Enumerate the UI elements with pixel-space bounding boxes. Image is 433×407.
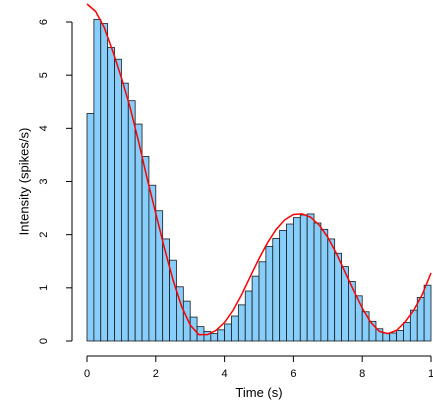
histogram-bar bbox=[416, 296, 425, 342]
y-tick-label: 5 bbox=[38, 72, 50, 78]
y-axis-ticks: 0 1 2 3 4 5 6 bbox=[38, 19, 72, 344]
histogram-bar bbox=[423, 284, 432, 342]
y-tick-label: 4 bbox=[38, 125, 50, 131]
histogram-bar bbox=[258, 261, 267, 342]
histogram-bar bbox=[272, 237, 281, 342]
histogram-bar bbox=[320, 228, 329, 342]
x-tick-label: 8 bbox=[359, 368, 365, 380]
histogram-bar bbox=[389, 332, 398, 342]
histogram-bar bbox=[361, 311, 370, 342]
x-tick-label: 1 bbox=[428, 368, 433, 380]
histogram-bar bbox=[231, 315, 239, 342]
histogram-bar bbox=[237, 304, 246, 342]
histogram-bar bbox=[382, 332, 391, 342]
histogram-bar bbox=[107, 47, 115, 342]
histogram-bar bbox=[121, 82, 129, 342]
y-tick-label: 0 bbox=[38, 338, 50, 344]
y-tick-label: 1 bbox=[38, 285, 50, 291]
histogram-bar bbox=[210, 333, 219, 342]
y-axis-title: Intensity (spikes/s) bbox=[17, 128, 32, 236]
x-tick-label: 2 bbox=[153, 368, 159, 380]
histogram-bar bbox=[93, 18, 102, 342]
x-axis-title: Time (s) bbox=[235, 385, 282, 400]
histogram-bar bbox=[327, 238, 336, 342]
fitted-intensity-curve bbox=[86, 3, 432, 336]
histogram-bar bbox=[334, 252, 342, 342]
histogram-bar bbox=[313, 222, 322, 342]
histogram-bar bbox=[409, 309, 418, 342]
x-tick-label: 6 bbox=[290, 368, 296, 380]
histogram-bar bbox=[299, 214, 308, 342]
y-tick-label: 6 bbox=[38, 19, 50, 25]
histogram-bar bbox=[217, 329, 226, 342]
histogram-bar bbox=[396, 329, 404, 342]
histogram-bar bbox=[114, 58, 122, 342]
y-tick-label: 2 bbox=[38, 232, 50, 238]
histogram-bar bbox=[86, 113, 95, 342]
bars-group bbox=[86, 18, 432, 342]
histogram-bar bbox=[403, 321, 411, 342]
histogram-bar bbox=[306, 213, 315, 342]
histogram-bar bbox=[292, 217, 301, 342]
histogram-bar bbox=[251, 275, 260, 342]
histogram-bar bbox=[100, 23, 109, 342]
histogram-bar bbox=[134, 123, 143, 342]
x-tick-label: 4 bbox=[222, 368, 228, 380]
histogram-bar bbox=[244, 290, 253, 342]
histogram-bar bbox=[224, 323, 232, 342]
x-tick-label: 0 bbox=[84, 368, 90, 380]
histogram-bar bbox=[279, 230, 287, 342]
histogram-bar bbox=[265, 245, 274, 342]
histogram-bar bbox=[127, 100, 136, 342]
y-tick-label: 3 bbox=[38, 178, 50, 184]
histogram-bar bbox=[286, 223, 294, 342]
x-axis-ticks: 0 2 4 6 8 1 bbox=[84, 356, 433, 380]
